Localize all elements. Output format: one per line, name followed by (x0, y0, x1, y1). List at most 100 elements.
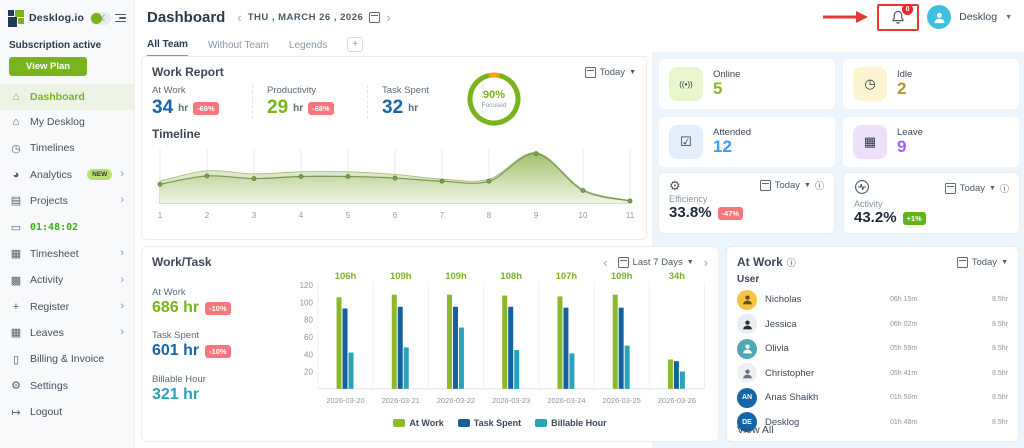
svg-text:11: 11 (626, 211, 635, 220)
svg-text:2026-03-20: 2026-03-20 (326, 396, 364, 405)
calendar-icon (944, 182, 956, 194)
user-total-time: 8.5hr (992, 369, 1008, 377)
user-row[interactable]: Christopher 05h 41m 8.5hr (737, 363, 1008, 383)
page-title: Dashboard (147, 8, 226, 26)
view-all-link[interactable]: View All (737, 424, 774, 436)
sidebar-item-tracked-time[interactable]: ▭ 01:48:02 (0, 214, 134, 241)
subscription-status: Subscription active (9, 40, 102, 51)
info-icon[interactable]: ⓘ (786, 257, 796, 268)
prev-day-arrow[interactable]: ‹ (237, 9, 242, 25)
status-card-attended[interactable]: ☑ Attended 12 (658, 116, 836, 168)
activity-period-dropdown[interactable]: Today ▼ (944, 182, 996, 194)
chevron-right-icon: › (120, 326, 124, 339)
next-day-arrow[interactable]: › (386, 9, 391, 25)
sidebar-item-my-desklog[interactable]: ⌂ My Desklog (0, 110, 134, 136)
sidebar-item-label: Register (30, 300, 70, 313)
svg-text:8: 8 (487, 211, 492, 220)
status-card-online[interactable]: ((•)) Online 5 (658, 58, 836, 110)
sidebar-item-activity[interactable]: ▩ Activity › (0, 267, 134, 294)
work-report-period-dropdown[interactable]: Today ▼ (584, 66, 636, 78)
sidebar-item-analytics[interactable]: ◕ Analytics NEW › (0, 162, 134, 188)
work-report-card: Work Report Today ▼ At Work 34 hr -69% P… (141, 56, 647, 240)
user-worked-time: 05h 41m (890, 369, 918, 377)
status-card-text: Idle 2 (897, 69, 912, 99)
user-column-header: User (737, 274, 760, 285)
tab-all-team[interactable]: All Team (147, 39, 188, 57)
summary-label: At Work (152, 287, 186, 298)
work-report-title: Work Report (152, 65, 224, 79)
chevron-down-icon: ▼ (686, 258, 694, 266)
current-date[interactable]: THU , MARCH 26 , 2026 (247, 11, 364, 23)
calendar-icon: ▦ (10, 327, 22, 340)
info-icon[interactable]: ⓘ (999, 183, 1009, 194)
info-icon[interactable]: ⓘ (814, 181, 824, 191)
view-plan-button[interactable]: View Plan (9, 57, 87, 76)
user-times: 05h 41m 8.5hr (890, 370, 1008, 377)
legend-item-at-work[interactable]: At Work (393, 418, 444, 428)
sidebar-item-settings[interactable]: ⚙ Settings (0, 373, 134, 400)
stat-unit: hr (293, 102, 304, 114)
sidebar-item-logout[interactable]: ↦ Logout (0, 399, 134, 426)
user-row[interactable]: AN Anas Shaikh 01h 50m 8.5hr (737, 387, 1008, 408)
tab-without-team[interactable]: Without Team (207, 40, 269, 51)
brand-name: Desklog.io (29, 12, 85, 24)
chevron-right-icon: › (120, 273, 124, 286)
user-times: 05h 59m 8.5hr (890, 345, 1008, 352)
user-row[interactable]: Olivia 05h 59m 8.5hr (737, 338, 1008, 359)
work-task-period-dropdown[interactable]: Last 7 Days ▼ (617, 256, 694, 268)
user-progress: 06h 15m 8.5hr (890, 296, 1008, 303)
svg-text:34h: 34h (668, 271, 685, 282)
sidebar-item-projects[interactable]: ▤ Projects › (0, 187, 134, 214)
user-row[interactable]: DE Desklog 01h 48m 8.5hr (737, 412, 1008, 432)
user-row[interactable]: Jessica 06h 02m 8.5hr (737, 314, 1008, 334)
summary-value: 686 hr (152, 299, 200, 316)
sidebar-item-dashboard[interactable]: ⌂ Dashboard (0, 84, 134, 110)
sidebar-item-timesheet[interactable]: ▦ Timesheet › (0, 241, 134, 268)
status-card-idle[interactable]: ◷ Idle 2 (842, 58, 1020, 110)
next-range-arrow[interactable]: › (703, 254, 708, 270)
sidebar-item-billing-invoice[interactable]: ▯ Billing & Invoice (0, 346, 134, 373)
work-task-title: Work/Task (152, 255, 212, 269)
hamburger-menu-icon[interactable] (115, 12, 126, 25)
clock-icon: ◷ (853, 67, 887, 101)
period-label: Today (774, 180, 801, 191)
user-row[interactable]: Nicholas 06h 15m 8.5hr (737, 289, 1008, 310)
period-label: Last 7 Days (632, 256, 683, 268)
svg-text:10: 10 (579, 211, 588, 220)
prev-range-arrow[interactable]: ‹ (603, 254, 608, 270)
profile-dropdown-caret[interactable]: ▼ (1005, 13, 1012, 21)
summary-change-badge: -10% (205, 301, 231, 315)
stat-label: At Work (152, 85, 186, 96)
theme-toggle[interactable]: ☾ (90, 11, 111, 25)
user-progress: 01h 50m 8.5hr (890, 394, 1008, 401)
add-tab-button[interactable]: + (347, 37, 364, 52)
profile-avatar[interactable] (927, 5, 952, 29)
efficiency-period-dropdown[interactable]: Today ▼ (759, 180, 811, 191)
legend-item-task-spent[interactable]: Task Spent (457, 418, 521, 428)
brand-logo[interactable]: Desklog.io ☾ (0, 8, 134, 28)
user-progress: 05h 41m 8.5hr (890, 370, 1008, 377)
summary-value: 601 hr (152, 342, 200, 360)
at-work-period-dropdown[interactable]: Today ▼ (956, 256, 1008, 268)
legend-swatch (457, 419, 470, 428)
user-list: Nicholas 06h 15m 8.5hr Jessica 06h 02m 8.5hr O… (737, 289, 1008, 432)
svg-text:7: 7 (440, 211, 445, 220)
sidebar-item-leaves[interactable]: ▦ Leaves › (0, 319, 134, 346)
profile-name[interactable]: Desklog (959, 11, 998, 23)
status-card-value: 5 (713, 79, 723, 99)
calendar-icon (584, 66, 596, 78)
clock-icon: ◷ (11, 142, 21, 155)
legend-label: Billable Hour (551, 418, 607, 429)
calendar-icon (759, 180, 771, 191)
monitor-icon: ▭ (10, 221, 22, 234)
status-card-leave[interactable]: ▦ Leave 9 (842, 116, 1020, 168)
notification-bell-icon[interactable]: 0 (890, 3, 914, 26)
sidebar-item-label: My Desklog (30, 116, 85, 129)
status-card-label: Attended (713, 127, 752, 139)
sidebar-item-timelines[interactable]: ◷ Timelines (0, 135, 134, 162)
date-navigator: ‹ THU , MARCH 26 , 2026 › (237, 11, 390, 24)
calendar-icon[interactable] (369, 11, 381, 23)
tab-legends[interactable]: Legends (288, 40, 328, 51)
sidebar-item-register[interactable]: + Register › (0, 294, 134, 320)
legend-item-billable-hour[interactable]: Billable Hour (535, 418, 607, 428)
